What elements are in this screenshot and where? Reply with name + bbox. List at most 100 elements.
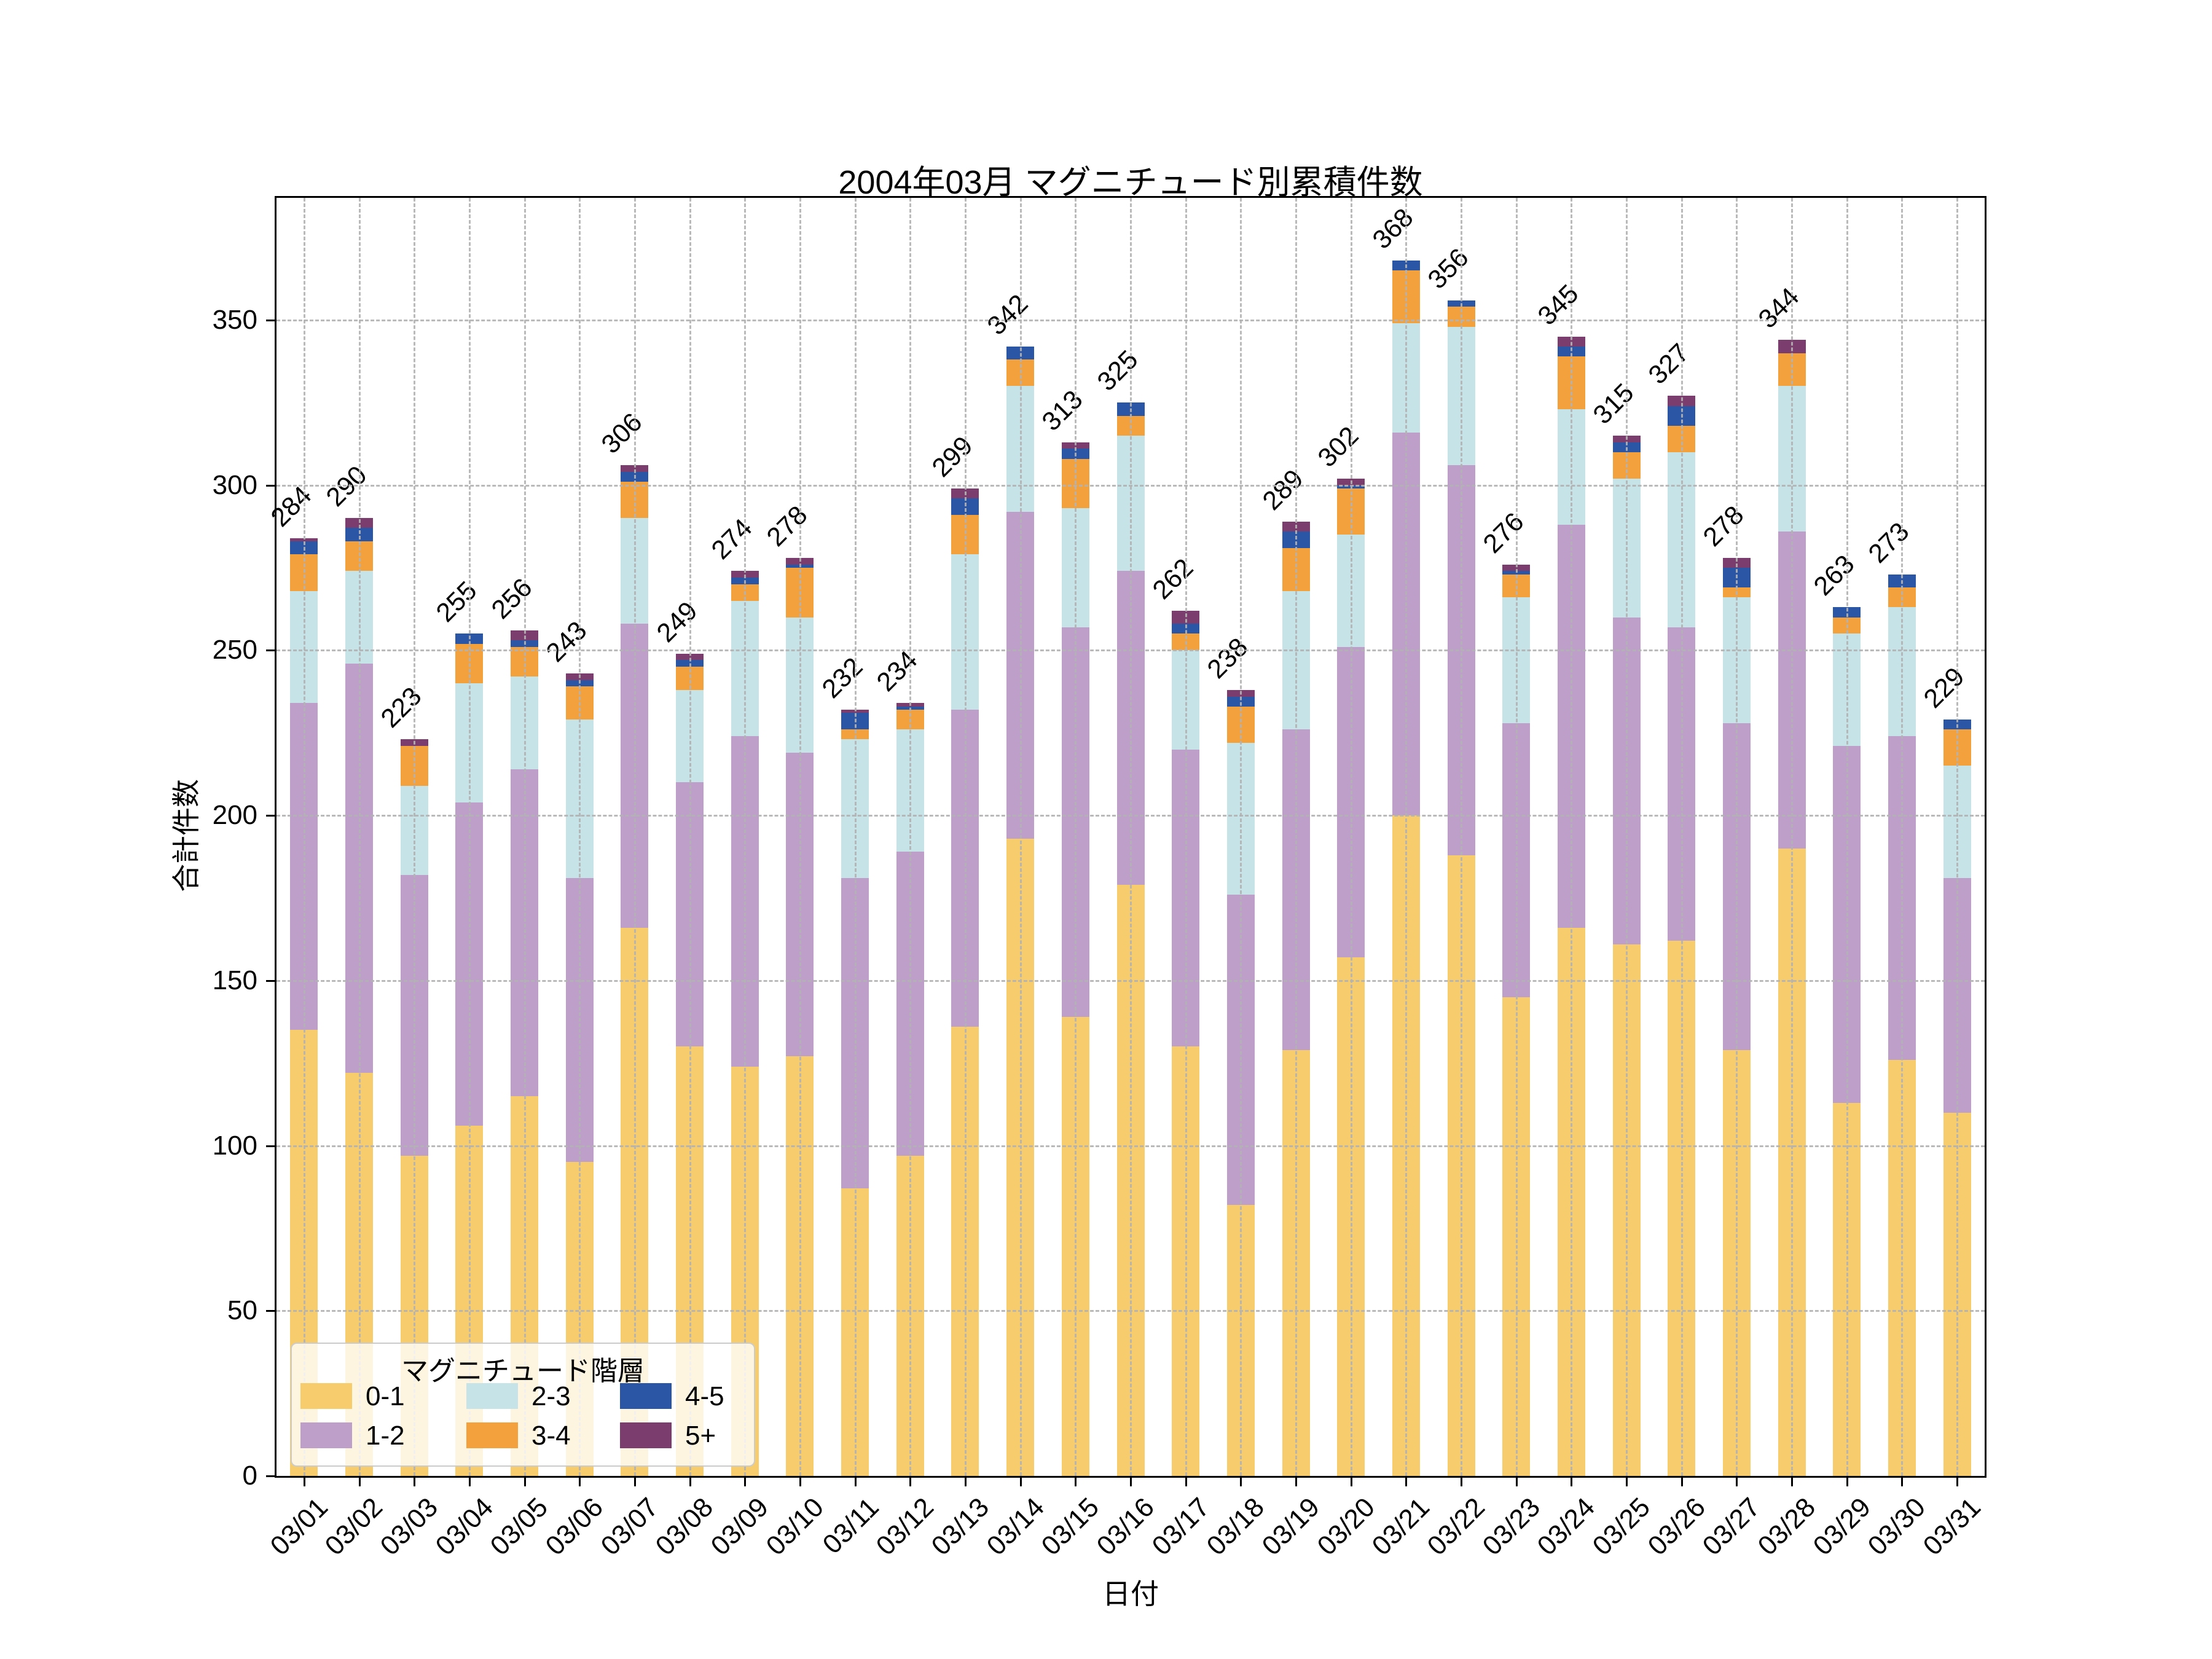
x-tick-03/20: [1350, 1478, 1352, 1486]
x-gridline-03/18: [1240, 198, 1242, 1476]
x-tick-label-03/15: 03/15: [1035, 1492, 1105, 1561]
x-gridline-03/11: [854, 198, 857, 1476]
x-tick-03/17: [1185, 1478, 1187, 1486]
x-tick-03/30: [1901, 1478, 1904, 1486]
x-tick-03/21: [1405, 1478, 1408, 1486]
x-gridline-03/03: [414, 198, 416, 1476]
x-tick-03/04: [468, 1478, 471, 1486]
bar-total-label-03/03: 223: [375, 681, 428, 734]
x-tick-label-03/17: 03/17: [1146, 1492, 1215, 1561]
legend-label-5+: 5+: [685, 1421, 716, 1451]
bar-total-label-03/08: 249: [651, 595, 704, 648]
x-tick-label-03/19: 03/19: [1256, 1492, 1325, 1561]
legend-swatch-1-2: [300, 1422, 352, 1448]
x-tick-03/02: [358, 1478, 361, 1486]
y-tick-100: [266, 1145, 275, 1147]
y-tick-label-0: 0: [242, 1461, 257, 1491]
x-tick-03/10: [799, 1478, 801, 1486]
x-gridline-03/25: [1626, 198, 1628, 1476]
bar-total-label-03/28: 344: [1752, 282, 1805, 334]
x-tick-label-03/25: 03/25: [1586, 1492, 1657, 1561]
bar-total-label-03/31: 229: [1918, 662, 1971, 714]
bar-total-label-03/22: 356: [1422, 242, 1475, 295]
legend-swatch-5+: [620, 1422, 672, 1448]
x-tick-label-03/21: 03/21: [1366, 1492, 1436, 1561]
y-tick-150: [266, 979, 275, 982]
x-tick-label-03/04: 03/04: [429, 1492, 499, 1561]
x-gridline-03/23: [1515, 198, 1518, 1476]
x-gridline-03/21: [1405, 198, 1408, 1476]
bar-total-label-03/12: 234: [871, 645, 924, 698]
x-tick-label-03/31: 03/31: [1917, 1492, 1987, 1561]
bar-total-label-03/25: 315: [1587, 377, 1640, 430]
x-tick-label-03/16: 03/16: [1091, 1492, 1160, 1561]
x-gridline-03/15: [1075, 198, 1077, 1476]
x-tick-03/05: [524, 1478, 526, 1486]
x-tick-label-03/12: 03/12: [870, 1492, 940, 1561]
x-tick-03/14: [1019, 1478, 1022, 1486]
x-tick-label-03/18: 03/18: [1201, 1492, 1271, 1561]
x-tick-03/06: [579, 1478, 581, 1486]
x-tick-label-03/02: 03/02: [319, 1492, 389, 1561]
y-tick-label-50: 50: [227, 1295, 257, 1326]
x-tick-label-03/27: 03/27: [1696, 1492, 1767, 1561]
bar-total-label-03/13: 299: [926, 430, 979, 483]
x-gridline-03/24: [1571, 198, 1573, 1476]
x-tick-03/01: [303, 1478, 305, 1486]
x-tick-03/28: [1791, 1478, 1794, 1486]
x-gridline-03/12: [909, 198, 912, 1476]
legend-swatch-4-5: [620, 1383, 672, 1409]
x-gridline-03/26: [1681, 198, 1683, 1476]
x-gridline-03/09: [744, 198, 747, 1476]
x-tick-03/07: [633, 1478, 636, 1486]
x-tick-03/27: [1736, 1478, 1738, 1486]
y-tick-50: [266, 1310, 275, 1312]
legend-swatch-2-3: [466, 1383, 518, 1409]
x-axis-title: 日付: [1102, 1578, 1159, 1610]
x-tick-label-03/22: 03/22: [1421, 1492, 1491, 1561]
bar-total-label-03/01: 284: [265, 480, 318, 533]
y-tick-label-300: 300: [212, 469, 257, 500]
x-tick-label-03/30: 03/30: [1862, 1492, 1932, 1561]
legend-swatch-0-1: [300, 1383, 352, 1409]
legend-box: マグニチュード階層 0-1 1-2 2-3 3-4 4-5 5+: [291, 1343, 755, 1467]
y-tick-label-200: 200: [212, 800, 257, 831]
x-tick-label-03/05: 03/05: [484, 1492, 554, 1561]
legend-label-1-2: 1-2: [366, 1421, 405, 1451]
x-gridline-03/27: [1736, 198, 1738, 1476]
bar-total-label-03/26: 327: [1642, 338, 1695, 391]
x-tick-03/19: [1295, 1478, 1298, 1486]
x-gridline-03/28: [1791, 198, 1794, 1476]
y-tick-200: [266, 815, 275, 817]
x-tick-03/23: [1515, 1478, 1518, 1486]
x-gridline-03/22: [1461, 198, 1463, 1476]
y-tick-300: [266, 484, 275, 487]
x-tick-03/22: [1461, 1478, 1463, 1486]
bar-total-label-03/19: 289: [1257, 463, 1309, 516]
x-gridline-03/16: [1130, 198, 1132, 1476]
x-tick-label-03/06: 03/06: [539, 1492, 610, 1561]
x-gridline-03/14: [1019, 198, 1022, 1476]
x-tick-03/09: [744, 1478, 747, 1486]
bar-total-label-03/17: 262: [1147, 552, 1199, 605]
x-tick-label-03/20: 03/20: [1311, 1492, 1381, 1561]
x-gridline-03/30: [1901, 198, 1904, 1476]
x-tick-label-03/11: 03/11: [817, 1492, 885, 1560]
x-gridline-03/17: [1185, 198, 1187, 1476]
bar-total-label-03/05: 256: [485, 573, 538, 625]
x-tick-label-03/23: 03/23: [1477, 1492, 1546, 1561]
x-tick-03/15: [1075, 1478, 1077, 1486]
x-tick-03/24: [1571, 1478, 1573, 1486]
x-gridline-03/31: [1956, 198, 1959, 1476]
bar-total-label-03/23: 276: [1477, 506, 1530, 559]
x-tick-label-03/14: 03/14: [981, 1492, 1050, 1561]
legend-label-3-4: 3-4: [531, 1421, 571, 1451]
legend-title: マグニチュード階層: [401, 1356, 645, 1386]
x-gridline-03/29: [1846, 198, 1848, 1476]
y-axis-title: 合計件数: [170, 779, 202, 892]
bar-total-label-03/09: 274: [706, 513, 758, 566]
x-tick-label-03/07: 03/07: [595, 1492, 664, 1561]
chart-title: 2004年03月 マグニチュード別累積件数: [838, 164, 1423, 201]
x-tick-label-03/09: 03/09: [705, 1492, 775, 1561]
